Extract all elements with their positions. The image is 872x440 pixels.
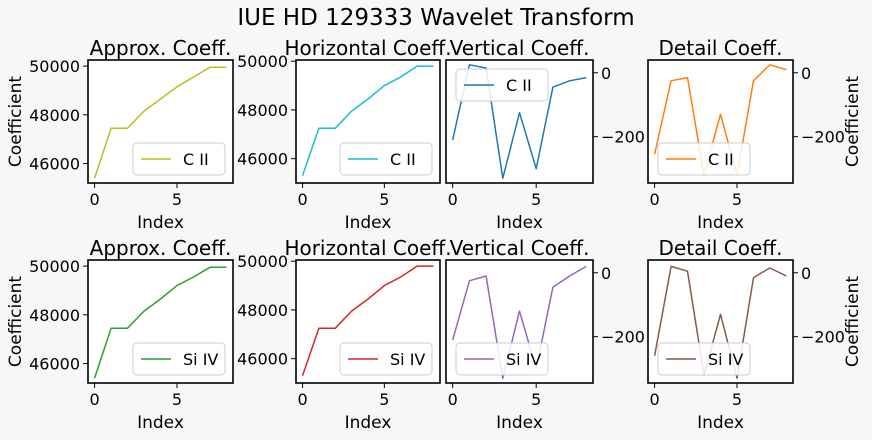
figure-title: IUE HD 129333 Wavelet Transform bbox=[237, 5, 634, 31]
y-axis-label: Coefficient bbox=[6, 76, 26, 167]
legend-label: Si IV bbox=[183, 350, 218, 369]
legend-box bbox=[657, 142, 751, 176]
y-tick-label: −200 bbox=[801, 128, 845, 147]
subplot-title: Vertical Coeff. bbox=[450, 36, 590, 60]
x-axis-label: Index bbox=[345, 413, 392, 433]
y-tick-label: 46000 bbox=[29, 155, 80, 174]
subplot-title: Approx. Coeff. bbox=[90, 236, 232, 260]
y-axis-label: Coefficient bbox=[843, 76, 863, 167]
legend-label: C II bbox=[390, 150, 416, 169]
axes-frame bbox=[445, 59, 594, 184]
legend-label: Si IV bbox=[390, 350, 425, 369]
legend: Si IV bbox=[657, 342, 751, 376]
axes-frame bbox=[647, 59, 794, 184]
subplot-1: 0 5 46000 48000 50000 Approx. Coeff. Index Coef… bbox=[6, 36, 234, 233]
y-tick-label: 0 bbox=[601, 264, 611, 283]
subplot-8: 0 5 −200 0 Detail Coeff. Index Coefficient Si I… bbox=[647, 236, 863, 433]
x-axis-label: Index bbox=[137, 413, 184, 433]
x-tick-label: 0 bbox=[649, 390, 659, 409]
legend-label: C II bbox=[506, 76, 532, 95]
legend-box bbox=[657, 342, 751, 376]
legend-box bbox=[455, 342, 549, 376]
x-tick-label: 5 bbox=[732, 190, 742, 209]
subplot-7: 0 5 −200 0 Vertical Coeff. Index Si IV bbox=[445, 236, 645, 433]
y-tick-label: 48000 bbox=[237, 101, 288, 120]
legend: Si IV bbox=[339, 342, 433, 376]
x-axis-label: Index bbox=[496, 213, 543, 233]
y-tick-label: 0 bbox=[601, 64, 611, 83]
y-tick-label: 50000 bbox=[29, 57, 80, 76]
y-tick-label: −200 bbox=[601, 128, 645, 147]
subplot-title: Approx. Coeff. bbox=[90, 36, 232, 60]
x-axis-label: Index bbox=[697, 213, 744, 233]
x-tick-label: 5 bbox=[531, 190, 541, 209]
x-axis-label: Index bbox=[697, 413, 744, 433]
x-tick-label: 5 bbox=[172, 390, 182, 409]
x-tick-label: 0 bbox=[448, 390, 458, 409]
axes-frame bbox=[87, 59, 234, 184]
x-tick-label: 0 bbox=[89, 190, 99, 209]
legend: C II bbox=[132, 142, 226, 176]
axes-frame bbox=[445, 259, 594, 384]
x-axis-label: Index bbox=[496, 413, 543, 433]
legend-label: Si IV bbox=[708, 350, 743, 369]
axes-frame bbox=[87, 259, 234, 384]
legend-box bbox=[339, 142, 433, 176]
x-tick-label: 5 bbox=[379, 190, 389, 209]
x-tick-label: 0 bbox=[297, 190, 307, 209]
x-tick-label: 0 bbox=[297, 390, 307, 409]
legend: Si IV bbox=[132, 342, 226, 376]
y-tick-label: −200 bbox=[801, 328, 845, 347]
y-tick-label: 48000 bbox=[29, 306, 80, 325]
legend: C II bbox=[657, 142, 751, 176]
legend-box bbox=[455, 68, 549, 102]
x-tick-label: 0 bbox=[649, 190, 659, 209]
legend-box bbox=[132, 142, 226, 176]
legend-label: Si IV bbox=[506, 350, 541, 369]
subplot-4: 0 5 −200 0 Detail Coeff. Index Coefficient C II bbox=[647, 36, 863, 233]
y-tick-label: −200 bbox=[601, 328, 645, 347]
y-tick-label: 46000 bbox=[29, 355, 80, 374]
subplot-title: Detail Coeff. bbox=[659, 36, 783, 60]
x-tick-label: 0 bbox=[89, 390, 99, 409]
x-tick-label: 0 bbox=[448, 190, 458, 209]
legend-label: C II bbox=[708, 150, 734, 169]
subplot-title: Detail Coeff. bbox=[659, 236, 783, 260]
x-axis-label: Index bbox=[137, 213, 184, 233]
subplot-3: 0 5 −200 0 Vertical Coeff. Index C II bbox=[445, 36, 645, 233]
axes-frame bbox=[295, 259, 441, 384]
y-axis-label: Coefficient bbox=[6, 276, 26, 367]
subplot-5: 0 5 46000 48000 50000 Approx. Coeff. Index Coef… bbox=[6, 236, 234, 433]
y-tick-label: 48000 bbox=[237, 301, 288, 320]
y-tick-label: 50000 bbox=[237, 52, 288, 71]
x-tick-label: 5 bbox=[732, 390, 742, 409]
axes-frame bbox=[647, 259, 794, 384]
x-tick-label: 5 bbox=[531, 390, 541, 409]
x-tick-label: 5 bbox=[172, 190, 182, 209]
legend-box bbox=[339, 342, 433, 376]
legend: Si IV bbox=[455, 342, 549, 376]
legend-label: C II bbox=[183, 150, 209, 169]
y-tick-label: 46000 bbox=[237, 350, 288, 369]
axes-frame bbox=[295, 59, 441, 184]
y-tick-label: 48000 bbox=[29, 106, 80, 125]
legend: C II bbox=[339, 142, 433, 176]
x-tick-label: 5 bbox=[379, 390, 389, 409]
subplot-title: Horizontal Coeff. bbox=[284, 36, 451, 60]
legend-box bbox=[132, 342, 226, 376]
y-tick-label: 50000 bbox=[29, 257, 80, 276]
y-axis-label: Coefficient bbox=[843, 276, 863, 367]
y-tick-label: 46000 bbox=[237, 150, 288, 169]
y-tick-label: 0 bbox=[801, 64, 811, 83]
legend: C II bbox=[455, 68, 549, 102]
y-tick-label: 50000 bbox=[237, 252, 288, 271]
x-axis-label: Index bbox=[345, 213, 392, 233]
subplot-title: Horizontal Coeff. bbox=[284, 236, 451, 260]
subplot-title: Vertical Coeff. bbox=[450, 236, 590, 260]
y-tick-label: 0 bbox=[801, 264, 811, 283]
